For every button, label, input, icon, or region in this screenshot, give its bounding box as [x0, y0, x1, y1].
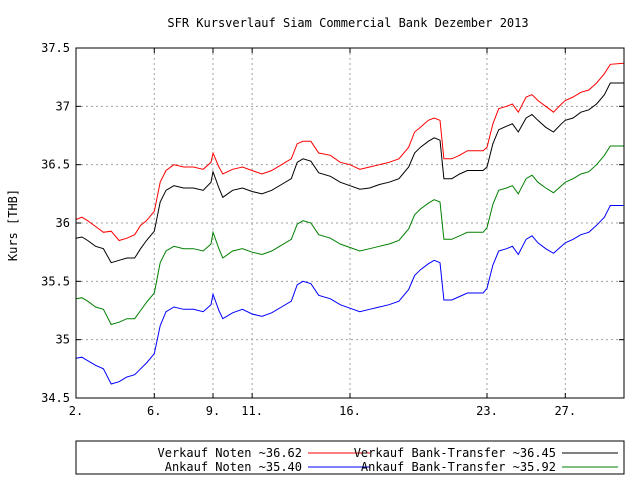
y-tick-label: 37: [56, 99, 70, 113]
y-axis-label: Kurs [THB]: [6, 189, 20, 261]
grid: [76, 48, 624, 398]
x-tick-label: 23.: [476, 404, 498, 418]
series-line: [75, 62, 625, 242]
x-tick-label: 2.: [69, 404, 83, 418]
x-tick-label: 6.: [147, 404, 161, 418]
series-line: [75, 145, 624, 326]
y-tick-label: 37.5: [41, 41, 70, 55]
y-tick-label: 36: [56, 216, 70, 230]
chart-title: SFR Kursverlauf Siam Commercial Bank Dez…: [167, 16, 528, 30]
x-tick-label: 9.: [206, 404, 220, 418]
series-group: [75, 62, 625, 385]
legend: Verkauf Noten ~36.62 Verkauf Bank-Transfe…: [75, 440, 625, 475]
y-tick-label: 35.5: [41, 274, 70, 288]
series-line: [75, 205, 624, 385]
legend-label: Ankauf Bank-Transfer ~35.92: [361, 460, 556, 474]
x-tick-label: 27.: [554, 404, 576, 418]
x-tick-label: 16.: [339, 404, 361, 418]
y-tick-label: 34.5: [41, 391, 70, 405]
x-tick-label: 11.: [241, 404, 263, 418]
legend-label: Verkauf Noten ~36.62: [158, 446, 303, 460]
legend-box: [75, 440, 625, 475]
ticks: 34.5 35 35.5 36 36.5 37 37.5 2. 6. 9. 11. 16. 23. 27.: [41, 41, 624, 418]
series-line: [75, 82, 624, 264]
legend-label: Verkauf Bank-Transfer ~36.45: [354, 446, 556, 460]
legend-label: Ankauf Noten ~35.40: [165, 460, 302, 474]
y-tick-label: 35: [56, 333, 70, 347]
y-tick-label: 36.5: [41, 158, 70, 172]
